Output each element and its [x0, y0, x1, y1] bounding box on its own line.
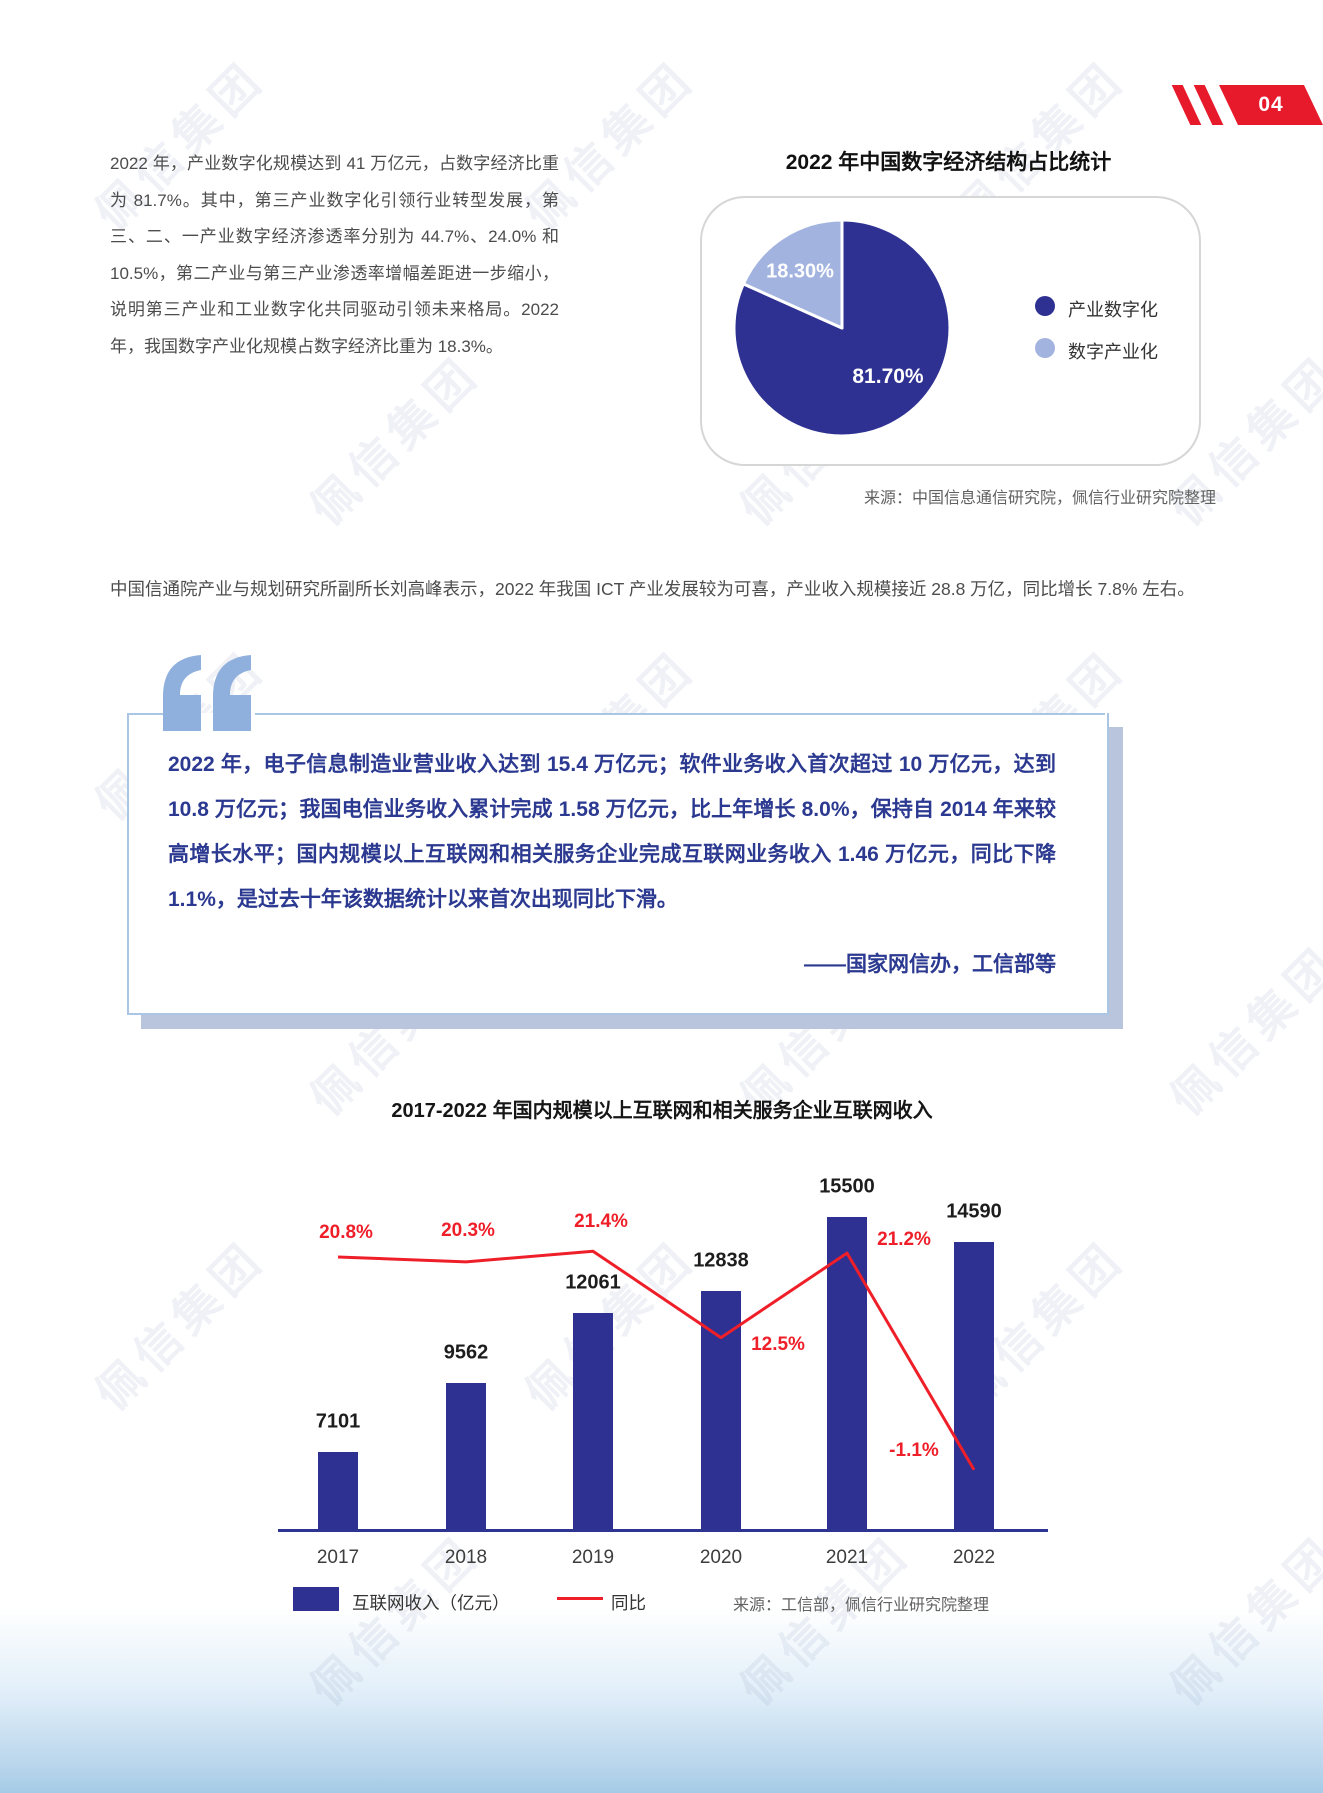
pie-slice-label-digital-industrialization: 18.30%	[766, 260, 834, 283]
quote-border-segment	[255, 713, 1105, 715]
pie-chart-title: 2022 年中国数字经济结构占比统计	[785, 151, 1112, 174]
growth-label-2020: 12.5%	[751, 1333, 805, 1355]
x-axis-label-2019: 2019	[571, 1547, 615, 1568]
bar-2020	[701, 1291, 741, 1531]
pie-legend-label: 产业数字化	[1068, 300, 1158, 320]
legend-line-label: 同比	[611, 1593, 646, 1613]
bar-2019	[573, 1313, 613, 1531]
growth-label-2022: -1.1%	[889, 1439, 939, 1461]
legend-line-swatch	[557, 1597, 603, 1600]
bar-2017	[318, 1452, 358, 1531]
growth-label-2017: 20.8%	[319, 1222, 373, 1244]
bar-2018	[446, 1383, 486, 1531]
quote-box	[127, 713, 1109, 1015]
bar-chart-source: 来源：工信部，佩信行业研究院整理	[733, 1597, 990, 1614]
legend-bar-swatch	[293, 1587, 339, 1611]
bar-value-2021: 15500	[819, 1175, 875, 1198]
bar-2021	[827, 1217, 867, 1531]
intro-paragraph: 2022 年，产业数字化规模达到 41 万亿元，占数字经济比重为 81.7%。其…	[110, 154, 559, 356]
quote-mark-icon	[163, 655, 251, 731]
x-axis-label-2018: 2018	[444, 1547, 488, 1568]
bottom-gradient	[0, 1608, 1323, 1793]
pie-legend-label: 数字产业化	[1068, 342, 1158, 362]
page-number-badge: 04	[1219, 85, 1323, 125]
page-number: 04	[1258, 93, 1284, 116]
growth-label-2021: 21.2%	[877, 1229, 931, 1251]
bar-value-2022: 14590	[946, 1200, 1002, 1223]
pie-legend-dot-digital-industrialization	[1035, 338, 1055, 358]
growth-label-2018: 20.3%	[441, 1219, 495, 1241]
x-axis-line	[278, 1529, 1048, 1532]
x-axis-label-2020: 2020	[699, 1547, 743, 1568]
bar-value-2019: 12061	[565, 1271, 621, 1294]
bar-value-2018: 9562	[443, 1341, 489, 1364]
watermark-text: 佩信集团	[85, 1230, 275, 1420]
bar-chart-title: 2017-2022 年国内规模以上互联网和相关服务企业互联网收入	[391, 1100, 933, 1122]
bar-value-2020: 12838	[693, 1249, 749, 1272]
pie-chart	[732, 218, 952, 438]
pie-legend-dot-industry-digitalization	[1035, 296, 1055, 316]
growth-line-chart	[337, 1249, 976, 1471]
legend-bar-label: 互联网收入（亿元）	[352, 1593, 510, 1613]
x-axis-label-2021: 2021	[825, 1547, 869, 1568]
x-axis-label-2022: 2022	[952, 1547, 996, 1568]
pie-chart-source: 来源：中国信息通信研究院，佩信行业研究院整理	[863, 490, 1216, 507]
pie-slice	[741, 218, 844, 330]
growth-line	[337, 1249, 976, 1471]
watermark-text: 佩信集团	[300, 345, 490, 535]
watermark-text: 佩信集团	[1160, 935, 1323, 1125]
growth-label-2019: 21.4%	[574, 1211, 628, 1233]
ict-paragraph: 中国信通院产业与规划研究所副所长刘高峰表示，2022 年我国 ICT 产业发展较…	[110, 579, 1195, 599]
quote-text: 2022 年，电子信息制造业营业收入达到 15.4 万亿元；软件业务收入首次超过…	[168, 753, 1056, 911]
bar-value-2017: 7101	[315, 1410, 361, 1433]
bar-2022	[954, 1242, 994, 1531]
pie-slice-label-industry-digitalization: 81.70%	[852, 365, 924, 388]
quote-attribution: ——国家网信办，工信部等	[804, 953, 1056, 976]
x-axis-label-2017: 2017	[316, 1547, 360, 1568]
quote-border-segment	[127, 713, 171, 715]
